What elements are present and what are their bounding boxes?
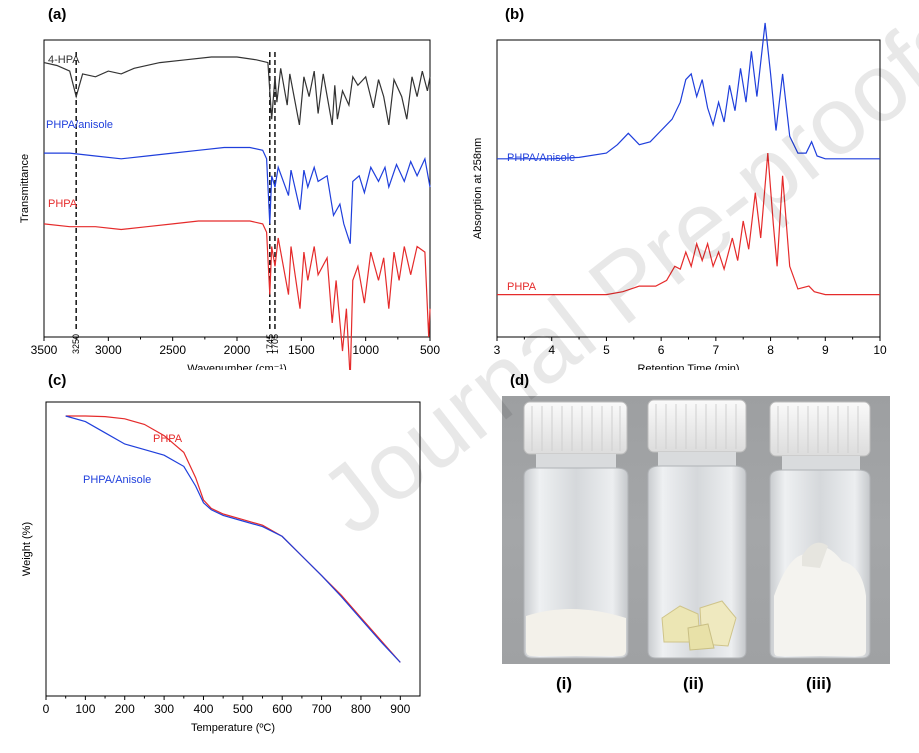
x-tick-label-b: 3: [494, 343, 501, 357]
x-tick-label-c: 600: [272, 702, 292, 716]
x-tick-label-a: 1000: [352, 343, 379, 357]
reference-line-label: 3250: [71, 334, 81, 354]
x-tick-label-b: 8: [767, 343, 774, 357]
y-axis-label-c: Weight (%): [21, 522, 33, 576]
x-tick-label-c: 500: [233, 702, 253, 716]
vial-i: [523, 401, 629, 659]
series-label: PHPA/anisole: [46, 119, 113, 131]
x-tick-label-b: 6: [658, 343, 665, 357]
series-line: [43, 56, 431, 126]
x-tick-label-b: 9: [822, 343, 829, 357]
vial-iii: [769, 401, 871, 659]
x-tick-label-a: 500: [420, 343, 440, 357]
vial-ii: [647, 399, 747, 659]
series-line: [44, 146, 431, 244]
vial-ii-label: (ii): [683, 674, 704, 693]
x-tick-label-c: 800: [351, 702, 371, 716]
series-label: PHPA: [153, 433, 183, 445]
series-line: [65, 415, 401, 663]
chart-gpc: 3 4 5 6 7 8 9 10 Retention Time (min) Absorption …: [472, 22, 887, 370]
x-tick-label-a: 3500: [31, 343, 58, 357]
x-tick-label-c: 300: [154, 702, 174, 716]
x-tick-label-c: 100: [75, 702, 95, 716]
series-line: [497, 22, 880, 160]
x-tick-label-b: 7: [713, 343, 720, 357]
series-label: PHPA/Anisole: [83, 474, 151, 486]
x-tick-label-b: 4: [548, 343, 555, 357]
x-axis-label-b: Retention Time (min): [637, 363, 739, 370]
vials-illustration: [523, 399, 871, 659]
y-axis-label-a: Transmittance: [19, 154, 31, 223]
plot-frame-c: [45, 401, 421, 697]
x-tick-label-c: 200: [115, 702, 135, 716]
x-axis-label-c: Temperature (ºC): [191, 722, 275, 734]
chart-ftir: 3500 3000 2500 2000 1500 1000 500 Wavenumber (c…: [19, 39, 440, 370]
reference-line-label: 1705: [270, 334, 280, 354]
x-tick-label-c: 0: [43, 702, 50, 716]
x-tick-label-c: 900: [390, 702, 410, 716]
plot-frame-a: [43, 39, 431, 338]
panel-c-label: (c): [48, 372, 67, 389]
panel-a-label: (a): [48, 6, 67, 23]
vials-photo: [502, 396, 890, 664]
panel-b-label: (b): [505, 6, 525, 23]
series-label: PHPA: [48, 198, 78, 210]
x-tick-label-b: 5: [603, 343, 610, 357]
x-axis-label-a: Wavenumber (cm⁻¹): [187, 363, 287, 370]
x-tick-label-a: 2000: [224, 343, 251, 357]
plot-frame-b: [496, 39, 881, 338]
x-tick-label-c: 700: [312, 702, 332, 716]
series-line: [497, 153, 880, 296]
series-label: 4-HPA: [48, 54, 80, 66]
panel-d-label: (d): [510, 372, 530, 389]
x-tick-label-b: 10: [873, 343, 887, 357]
x-tick-label-a: 2500: [159, 343, 186, 357]
series-line: [43, 220, 431, 370]
vial-i-label: (i): [556, 674, 573, 693]
chart-tga: 0 100 200 300 400 500 600 700 800 900 Temperature …: [21, 401, 421, 734]
x-tick-label-a: 3000: [95, 343, 122, 357]
y-axis-label-b: Absorption at 258nm: [472, 138, 484, 240]
series-label: PHPA: [507, 281, 537, 293]
x-tick-label-c: 400: [193, 702, 213, 716]
x-tick-label-a: 1500: [288, 343, 315, 357]
series-line: [65, 415, 401, 663]
reference-line-label: 1745: [265, 334, 275, 354]
vial-iii-label: (iii): [806, 674, 832, 693]
series-label: PHPA/Anisole: [507, 152, 575, 164]
